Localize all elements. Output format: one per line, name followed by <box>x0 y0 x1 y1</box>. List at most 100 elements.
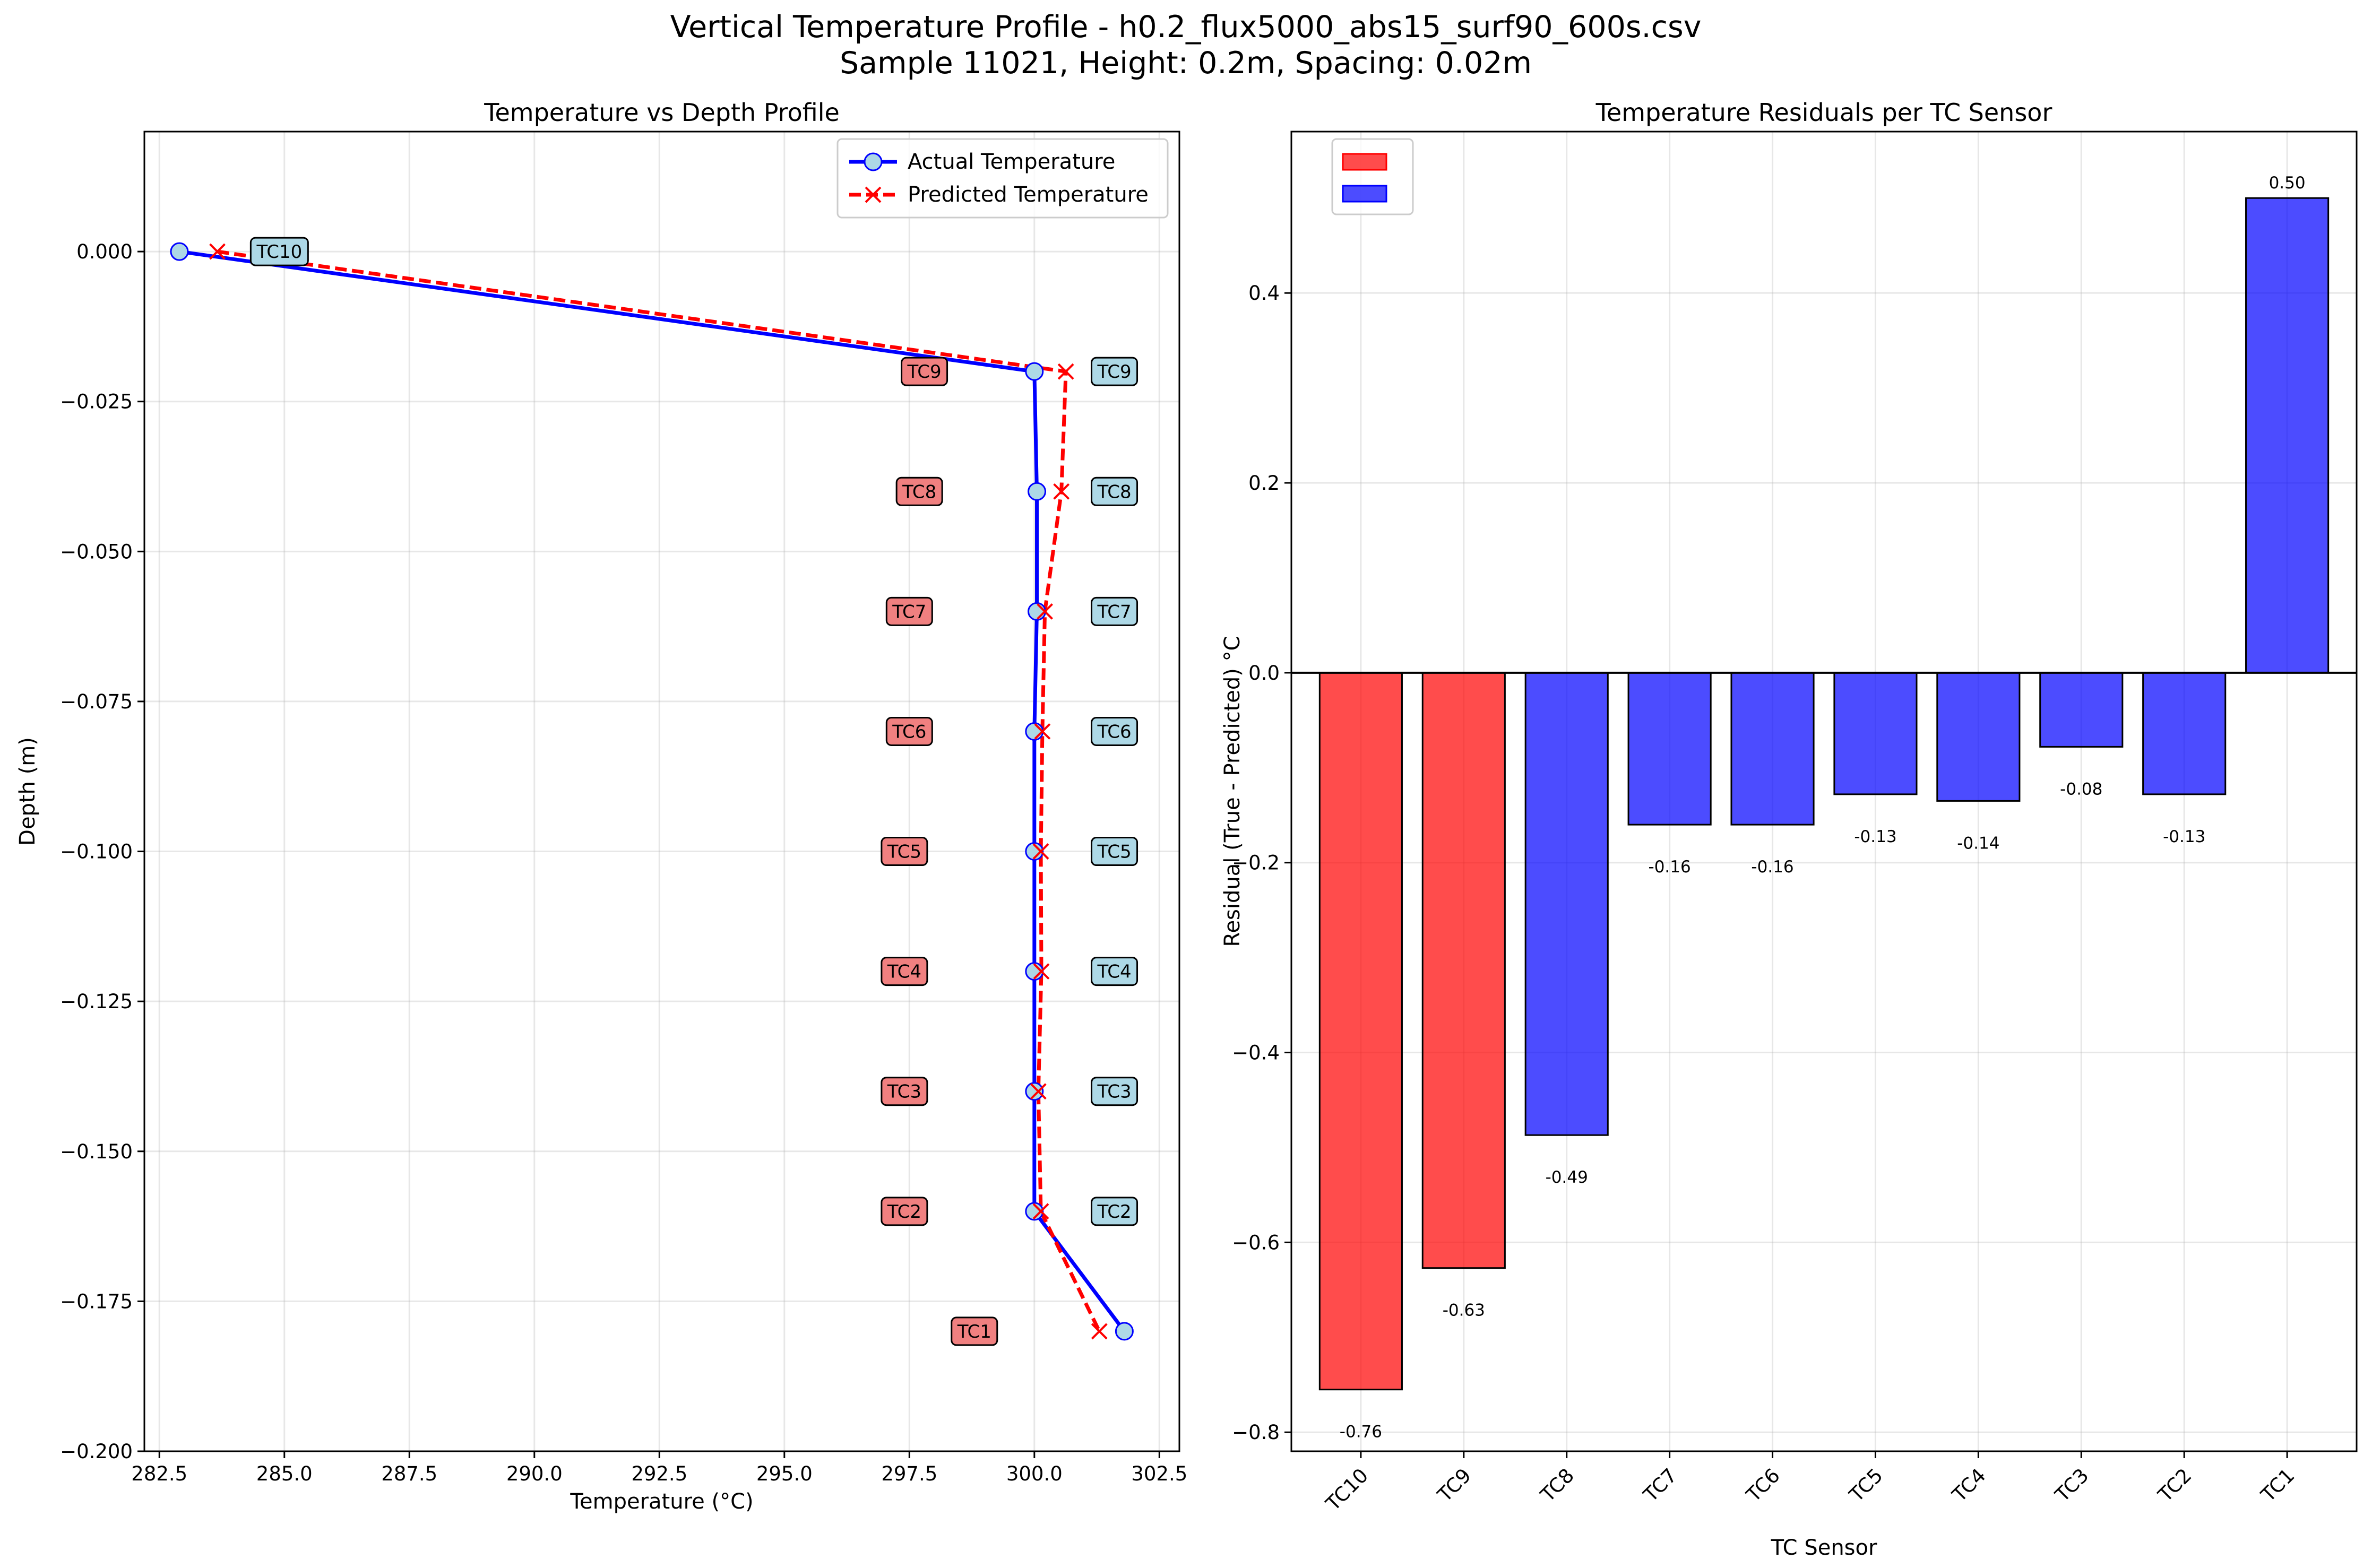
left-y-tick-label: −0.175 <box>60 1290 133 1313</box>
actual-temperature-point <box>1115 1322 1134 1341</box>
right-x-tick-label: TC2 <box>2153 1464 2196 1506</box>
sensor-label-text: TC7 <box>892 601 926 622</box>
sensor-label-box <box>1091 1197 1138 1226</box>
right-x-axis-label: TC Sensor <box>1771 1536 1877 1560</box>
sensor-label-text: TC4 <box>1097 961 1131 983</box>
predicted-temperature-point <box>1091 1323 1108 1340</box>
actual-temperature-point <box>1025 1202 1044 1221</box>
left-x-tick-label: 295.0 <box>756 1462 813 1485</box>
sensor-label-box <box>951 1316 998 1346</box>
sensor-label-text: TC10 <box>256 241 302 263</box>
predicted-temperature-point <box>1032 843 1049 860</box>
left-y-tick-label: −0.125 <box>60 990 133 1013</box>
sensor-label-box <box>1091 1077 1138 1106</box>
residual-bar <box>1936 672 2021 802</box>
residual-bar <box>2245 197 2330 674</box>
left-x-tick-label: 302.5 <box>1131 1462 1187 1485</box>
left-sensor-labels: TC10 TC9 TC9 TC8 TC8 TC7 TC7 TC6 TC6 TC5 TC5 TC4 TC4… <box>249 237 1138 1346</box>
residual-bar <box>2142 672 2227 795</box>
left-x-tick-label: 287.5 <box>381 1462 437 1485</box>
right-y-tick-label: −0.2 <box>1232 852 1280 874</box>
left-x-tick-label: 290.0 <box>506 1462 563 1485</box>
left-legend-box <box>836 138 1169 219</box>
residual-value-label: -0.16 <box>1649 857 1691 877</box>
predicted-temperature-line <box>217 249 1101 1332</box>
sensor-label: TC1 <box>951 1316 998 1346</box>
residual-bar <box>1524 672 1609 1136</box>
figure-title-line1: Vertical Temperature Profile - h0.2_flux… <box>670 10 1702 45</box>
sensor-label: TC2 <box>1091 1197 1138 1226</box>
residual-value-label: -0.49 <box>1546 1168 1588 1187</box>
left-x-tick-label: 282.5 <box>131 1462 187 1485</box>
sensor-label-text: TC5 <box>887 842 921 863</box>
legend-marker-actual <box>864 152 883 171</box>
sensor-label: TC5 <box>1091 837 1138 867</box>
right-x-tick-label: TC10 <box>1321 1464 1373 1515</box>
sensor-label: TC3 <box>1091 1077 1138 1106</box>
left-tick-labels: 282.5 285.0 287.5 290.0 292.5 295.0 297.5 300.0… <box>60 240 1187 1485</box>
right-chart-title: Temperature Residuals per TC Sensor <box>1595 98 2052 127</box>
left-y-tick-label: 0.000 <box>76 240 133 263</box>
figure-title-line2: Sample 11021, Height: 0.2m, Spacing: 0.0… <box>840 46 1532 81</box>
sensor-label-box <box>885 596 933 626</box>
left-legend: Actual Temperature Predicted Temperature <box>836 138 1169 219</box>
right-x-tick-label: TC6 <box>1741 1464 1784 1506</box>
left-y-axis-label: Depth (m) <box>15 737 40 846</box>
sensor-label: TC2 <box>881 1197 928 1226</box>
residual-value-label: 0.50 <box>2269 174 2306 193</box>
predicted-temperature-point <box>1034 723 1051 740</box>
actual-temperature-point <box>1028 602 1047 621</box>
left-y-tick-label: −0.050 <box>60 540 133 563</box>
sensor-label-box <box>885 716 933 746</box>
residual-bar <box>1730 672 1815 826</box>
predicted-temperature-point <box>209 243 226 260</box>
predicted-temperature-point <box>1033 963 1050 980</box>
sensor-label-text: TC8 <box>902 481 936 503</box>
sensor-label-box <box>895 477 943 506</box>
sensor-label-text: TC2 <box>1097 1201 1131 1223</box>
legend-marker-predicted <box>865 186 882 203</box>
sensor-label: TC5 <box>881 837 928 867</box>
residual-value-label: -0.16 <box>1751 857 1793 877</box>
sensor-label-box <box>901 357 948 386</box>
actual-temperature-point <box>1025 722 1044 741</box>
left-y-tick-label: −0.075 <box>60 690 133 713</box>
sensor-label-box <box>1091 357 1138 386</box>
legend-swatch <box>1342 185 1387 203</box>
sensor-label: TC6 <box>1091 716 1138 746</box>
residual-bar <box>2039 672 2124 748</box>
left-y-tick-label: −0.150 <box>60 1140 133 1163</box>
residual-bar <box>1627 672 1712 826</box>
right-legend <box>1331 138 1414 215</box>
left-y-tick-label: −0.025 <box>60 391 133 413</box>
actual-temperature-line <box>179 249 1126 1333</box>
actual-temperature-point <box>1028 482 1047 501</box>
sensor-label-text: TC6 <box>892 721 926 742</box>
sensor-label-text: TC9 <box>1097 361 1131 383</box>
sensor-label-box <box>881 837 928 867</box>
residual-value-labels: -0.76 -0.63 -0.49 -0.16 -0.16 -0.13 -0.14 -0.08… <box>1340 174 2306 1441</box>
residual-value-label: -0.13 <box>2163 827 2205 846</box>
sensor-label-text: TC6 <box>1097 721 1131 742</box>
sensor-label-text: TC3 <box>887 1081 921 1103</box>
right-legend-box <box>1331 138 1414 215</box>
left-y-tick-label: −0.100 <box>60 841 133 863</box>
right-x-tick-label: TC1 <box>2256 1464 2299 1506</box>
residual-bar <box>1421 672 1506 1269</box>
sensor-label: TC9 <box>1091 357 1138 386</box>
residual-bar <box>1833 672 1918 795</box>
right-y-tick-label: 0.0 <box>1248 662 1280 685</box>
residual-value-label: -0.76 <box>1340 1423 1382 1442</box>
residuals-bar-chart: -0.76 -0.63 -0.49 -0.16 -0.16 -0.13 -0.14 -0.08… <box>1220 98 2358 1560</box>
predicted-temperature-point <box>1053 483 1070 500</box>
sensor-label: TC6 <box>885 716 933 746</box>
sensor-label-box <box>1091 477 1138 506</box>
left-x-tick-label: 285.0 <box>256 1462 313 1485</box>
sensor-label-text: TC4 <box>887 961 921 983</box>
sensor-label: TC8 <box>895 477 943 506</box>
right-y-tick-label: 0.2 <box>1248 472 1280 495</box>
actual-temperature-point <box>1025 362 1044 381</box>
left-y-tick-label: −0.200 <box>60 1440 133 1463</box>
residual-bars <box>1318 197 2330 1391</box>
left-x-tick-label: 300.0 <box>1006 1462 1063 1485</box>
